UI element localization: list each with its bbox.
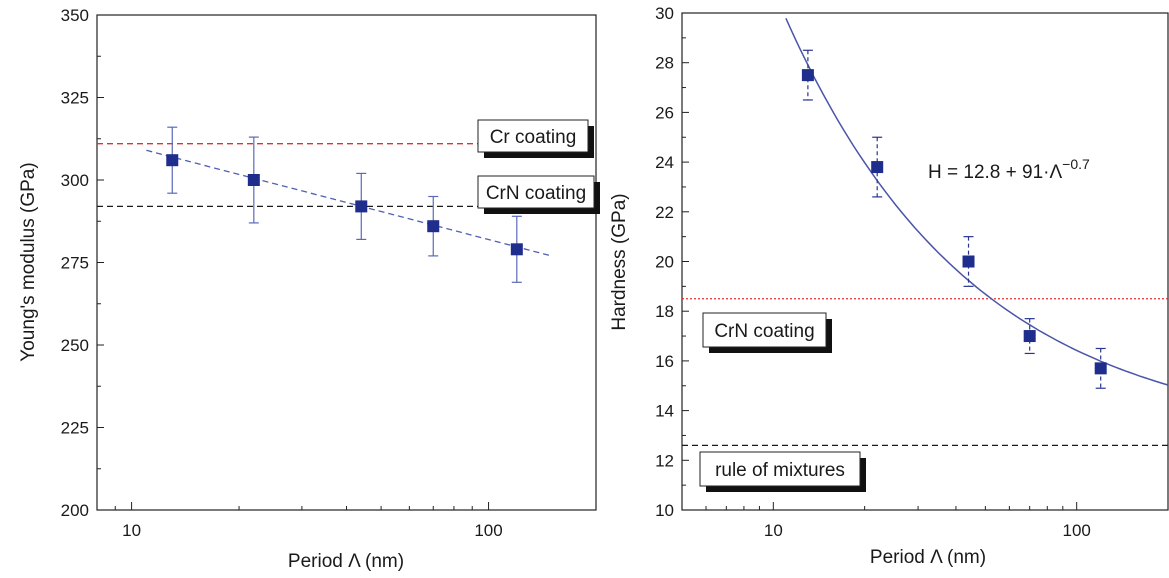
left-y-tick-label: 275 xyxy=(61,254,89,273)
right-label-box xyxy=(699,451,861,487)
left-label-box-text: CrN coating xyxy=(486,183,586,204)
left-plot-frame xyxy=(96,14,597,511)
fit-equation: H = 12.8 + 91·Λ−0.7 xyxy=(928,156,1090,183)
left-y-tick-label: 225 xyxy=(61,419,89,438)
left-y-tick-label: 200 xyxy=(61,501,89,520)
right-y-axis-label: Hardness (GPa) xyxy=(609,193,630,330)
right-y-tick-label: 12 xyxy=(655,451,674,470)
left-data-point xyxy=(355,200,368,213)
left-x-axis-label: Period Λ (nm) xyxy=(288,551,404,572)
right-y-tick-label: 14 xyxy=(655,402,674,421)
fit-equation-exponent: −0.7 xyxy=(1062,156,1090,172)
left-y-tick-label: 325 xyxy=(61,89,89,108)
right-label-box-text: rule of mixtures xyxy=(715,460,845,481)
right-label-box xyxy=(702,312,827,348)
right-y-tick-label: 18 xyxy=(655,302,674,321)
left-y-tick-label: 250 xyxy=(61,336,89,355)
left-y-axis-label: Young's modulus (GPa) xyxy=(18,162,39,361)
right-y-tick-label: 30 xyxy=(655,4,674,23)
left-y-tick-label: 300 xyxy=(61,171,89,190)
right-y-tick-label: 22 xyxy=(655,203,674,222)
left-label-box xyxy=(477,175,595,209)
right-y-tick-label: 26 xyxy=(655,103,674,122)
left-label-box xyxy=(477,119,589,153)
right-x-axis-label: Period Λ (nm) xyxy=(870,547,986,568)
right-y-tick-label: 16 xyxy=(655,352,674,371)
left-data-point xyxy=(166,154,179,167)
left-annotation-boxes: Cr coating CrN coating xyxy=(477,119,600,214)
right-annotation-boxes: CrN coating rule of mixtures xyxy=(699,312,866,492)
right-y-tick-label: 10 xyxy=(655,501,674,520)
left-data-points xyxy=(166,126,523,283)
right-axis-ticks: 10 12 14 16 18 20 22 24 26 28 30 10 100 xyxy=(655,4,1169,540)
fit-equation-main: H = 12.8 + 91·Λ xyxy=(928,162,1062,183)
right-data-point xyxy=(1023,330,1036,343)
right-y-tick-label: 24 xyxy=(655,153,674,172)
right-plot-frame xyxy=(681,12,1169,511)
left-x-tick-label: 100 xyxy=(474,521,502,540)
left-data-point xyxy=(427,220,440,233)
left-data-point xyxy=(510,243,523,256)
right-data-points xyxy=(801,49,1107,389)
right-x-tick-label: 100 xyxy=(1062,521,1090,540)
right-data-point xyxy=(801,69,814,82)
right-y-tick-label: 20 xyxy=(655,253,674,272)
right-data-point xyxy=(871,161,884,174)
right-fit-curve-path xyxy=(785,17,1169,386)
right-label-box-text: CrN coating xyxy=(714,321,814,342)
right-x-tick-label: 10 xyxy=(764,521,783,540)
right-reference-lines xyxy=(682,298,1168,447)
hardness-chart: 10 12 14 16 18 20 22 24 26 28 30 10 100 CrN coating r… xyxy=(609,4,1169,568)
left-axis-ticks: 200 225 250 275 300 325 350 10 100 xyxy=(61,6,597,540)
left-x-tick-label: 10 xyxy=(122,521,141,540)
youngs-modulus-chart: 200 225 250 275 300 325 350 10 100 Cr coating CrN… xyxy=(18,6,600,572)
left-label-box-text: Cr coating xyxy=(490,127,577,148)
left-data-point xyxy=(247,174,260,186)
left-y-tick-label: 350 xyxy=(61,6,89,25)
right-fit-curve xyxy=(785,17,1169,386)
right-data-point xyxy=(1094,362,1107,375)
right-data-point xyxy=(962,255,975,268)
right-y-tick-label: 28 xyxy=(655,54,674,73)
